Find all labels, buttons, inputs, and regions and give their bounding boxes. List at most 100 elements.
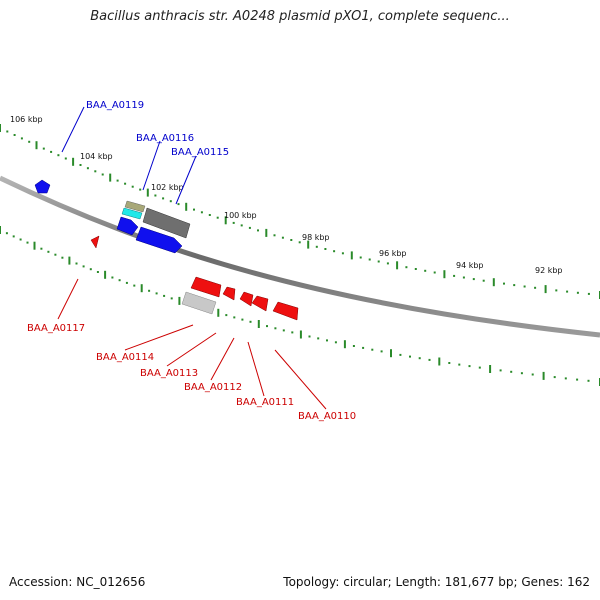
minor-tick	[42, 147, 45, 150]
minor-tick	[482, 279, 485, 282]
minor-tick	[208, 214, 211, 216]
minor-tick	[499, 369, 502, 372]
minor-tick	[298, 241, 301, 244]
minor-tick	[428, 358, 431, 361]
major-tick	[185, 202, 188, 211]
minor-tick	[326, 339, 328, 342]
reverse-gene-BAA_A0110[interactable]	[272, 301, 299, 321]
gene-label-BAA_A0114: BAA_A0114	[96, 352, 154, 363]
minor-tick	[89, 268, 92, 271]
minor-tick	[462, 276, 465, 279]
forward-gene-BAA_A0115[interactable]	[135, 226, 183, 254]
gene-khaki[interactable]	[124, 200, 146, 213]
leader-BAA_A0116	[142, 140, 161, 191]
minor-tick	[352, 345, 355, 347]
minor-tick	[169, 200, 172, 203]
minor-tick	[564, 377, 567, 380]
gene-label-BAA_A0113: BAA_A0113	[140, 368, 198, 379]
gene-label-BAA_A0111: BAA_A0111	[236, 397, 294, 408]
reverse-gene-BAA_A0114[interactable]	[190, 276, 222, 298]
minor-tick	[359, 256, 362, 259]
minor-tick	[241, 318, 244, 321]
minor-tick	[28, 140, 31, 143]
major-tick	[544, 285, 547, 294]
leader-BAA_A0113	[166, 332, 217, 367]
gene-label-BAA_A0117: BAA_A0117	[27, 323, 85, 334]
reverse-gene-BAA_A0111[interactable]	[251, 295, 269, 312]
scale-label-102: 102 kbp	[151, 183, 184, 192]
major-tick	[140, 284, 143, 293]
minor-tick	[520, 372, 523, 375]
forward-leaders	[61, 106, 197, 205]
major-tick	[438, 357, 441, 366]
minor-tick	[587, 292, 590, 295]
major-tick	[489, 365, 492, 373]
gene-grey-large[interactable]	[142, 207, 191, 239]
minor-tick	[290, 239, 293, 241]
major-tick	[224, 216, 227, 225]
minor-tick	[12, 235, 15, 238]
minor-tick	[155, 292, 158, 295]
gene-label-BAA_A0119: BAA_A0119	[86, 100, 144, 111]
minor-tick	[291, 331, 294, 334]
minor-tick	[20, 137, 23, 140]
gene-cyan[interactable]	[121, 207, 143, 220]
scale-label-94: 94 kbp	[456, 261, 484, 270]
gene-label-BAA_A0115: BAA_A0115	[171, 147, 229, 158]
minor-tick	[19, 238, 22, 241]
minor-tick	[282, 329, 285, 332]
minor-tick	[534, 286, 537, 289]
gene-grey-light[interactable]	[181, 291, 217, 315]
scale-label-96: 96 kbp	[379, 249, 407, 258]
minor-tick	[124, 182, 127, 185]
plasmid-backbone	[0, 175, 600, 338]
minor-tick	[368, 258, 371, 261]
minor-tick	[133, 284, 136, 287]
reverse-gene-BAA_A0112[interactable]	[239, 291, 254, 307]
minor-tick	[257, 229, 259, 232]
scale-label-92: 92 kbp	[535, 266, 563, 275]
minor-tick	[324, 248, 327, 250]
minor-tick	[472, 278, 475, 281]
minor-tick	[216, 216, 219, 219]
forward-gene-BAA_A0116[interactable]	[116, 216, 139, 236]
minor-tick	[139, 188, 142, 191]
reverse-gene-BAA_A0113[interactable]	[222, 286, 236, 301]
minor-tick	[414, 268, 417, 270]
minor-tick	[513, 284, 516, 287]
minor-tick	[86, 167, 89, 170]
scale-label-106: 106 kbp	[10, 115, 43, 124]
minor-tick	[26, 241, 29, 244]
scale-label-100: 100 kbp	[224, 211, 257, 220]
forward-gene-BAA_A0119[interactable]	[34, 179, 51, 194]
major-tick	[396, 261, 399, 270]
minor-tick	[478, 366, 481, 369]
minor-tick	[232, 221, 235, 224]
minor-tick	[409, 355, 411, 358]
gene-label-BAA_A0110: BAA_A0110	[298, 411, 356, 422]
minor-tick	[371, 348, 374, 351]
minor-tick	[54, 253, 57, 256]
major-tick	[146, 188, 149, 197]
minor-tick	[125, 281, 128, 284]
major-tick	[72, 157, 75, 166]
scale-label-98: 98 kbp	[302, 233, 330, 242]
minor-tick	[94, 170, 97, 173]
minor-tick	[57, 154, 60, 157]
minor-tick	[75, 262, 78, 265]
minor-tick	[163, 294, 166, 297]
minor-tick	[458, 363, 461, 366]
minor-tick	[274, 327, 277, 330]
reverse-gene-BAA_A0117[interactable]	[90, 235, 100, 249]
major-tick	[390, 349, 392, 358]
major-tick	[299, 330, 302, 339]
minor-tick	[566, 290, 569, 293]
major-tick	[350, 251, 353, 260]
minor-tick	[587, 379, 590, 382]
major-tick	[307, 240, 310, 249]
minor-tick	[510, 370, 513, 373]
minor-tick	[380, 350, 383, 353]
major-tick	[443, 270, 446, 279]
topology-text: Topology: circular; Length: 181,677 bp; …	[283, 575, 590, 589]
minor-tick	[6, 130, 9, 133]
